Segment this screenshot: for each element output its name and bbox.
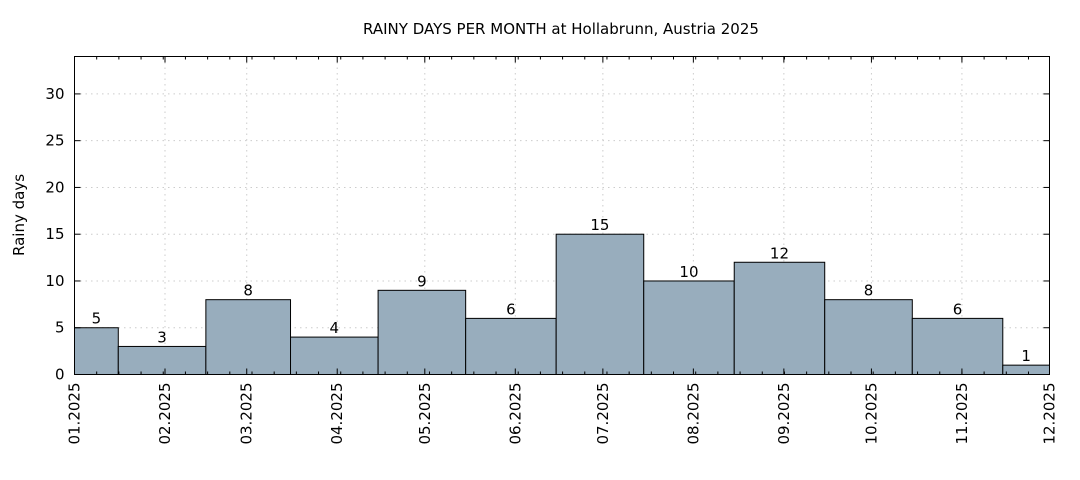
- x-tick-label: 11.2025: [953, 383, 971, 445]
- y-tick-label: 5: [55, 319, 65, 337]
- bar: [555, 233, 645, 375]
- y-tick-label: 15: [45, 225, 64, 243]
- y-axis-label: Rainy days: [10, 174, 28, 256]
- bar-value-label: 8: [864, 282, 874, 300]
- bars: [74, 233, 1050, 376]
- y-tick-label: 0: [55, 366, 65, 384]
- x-tick-label: 02.2025: [156, 383, 174, 445]
- x-tick-label: 07.2025: [594, 383, 612, 445]
- x-tick-label: 10.2025: [862, 383, 880, 445]
- bar-value-label: 9: [417, 272, 427, 290]
- bar-value-label: 6: [506, 300, 516, 318]
- x-tick-label: 06.2025: [506, 383, 524, 445]
- bar-value-label: 1: [1021, 347, 1031, 365]
- y-tick-label: 20: [45, 178, 64, 196]
- bar-value-label: 8: [243, 282, 253, 300]
- bar: [290, 336, 379, 375]
- plot-frame: [74, 56, 1050, 375]
- data-labels: 5 3 8 4 9 6 15 10 12 8 6 1: [92, 216, 1031, 365]
- x-tick-label: 12.2025: [1041, 383, 1059, 445]
- bar-value-label: 15: [590, 216, 609, 234]
- x-tick-label: 08.2025: [684, 383, 702, 445]
- bar: [117, 345, 207, 375]
- bar: [911, 317, 1004, 375]
- bar: [1002, 364, 1050, 376]
- bar: [824, 299, 913, 376]
- x-tick-label: 04.2025: [328, 383, 346, 445]
- bar: [733, 261, 826, 375]
- x-tick-label: 05.2025: [416, 383, 434, 445]
- bar-value-label: 6: [953, 300, 963, 318]
- bar: [205, 299, 292, 376]
- x-tick-label: 01.2025: [66, 383, 84, 445]
- chart-title: RAINY DAYS PER MONTH at Hollabrunn, Aust…: [363, 20, 759, 38]
- bar-value-label: 12: [770, 244, 789, 262]
- y-tick-label: 10: [45, 272, 64, 290]
- x-tick-label: 09.2025: [775, 383, 793, 445]
- bar: [465, 317, 557, 375]
- y-tick-label: 30: [45, 85, 64, 103]
- bar: [74, 327, 119, 375]
- x-tick-label: 03.2025: [238, 383, 256, 445]
- bar-value-label: 3: [157, 328, 167, 346]
- bar: [377, 289, 467, 375]
- y-tick-label: 25: [45, 132, 64, 150]
- bar: [643, 280, 735, 375]
- bar-value-label: 5: [92, 310, 102, 328]
- bar-value-label: 10: [679, 263, 698, 281]
- bar-value-label: 4: [330, 319, 340, 337]
